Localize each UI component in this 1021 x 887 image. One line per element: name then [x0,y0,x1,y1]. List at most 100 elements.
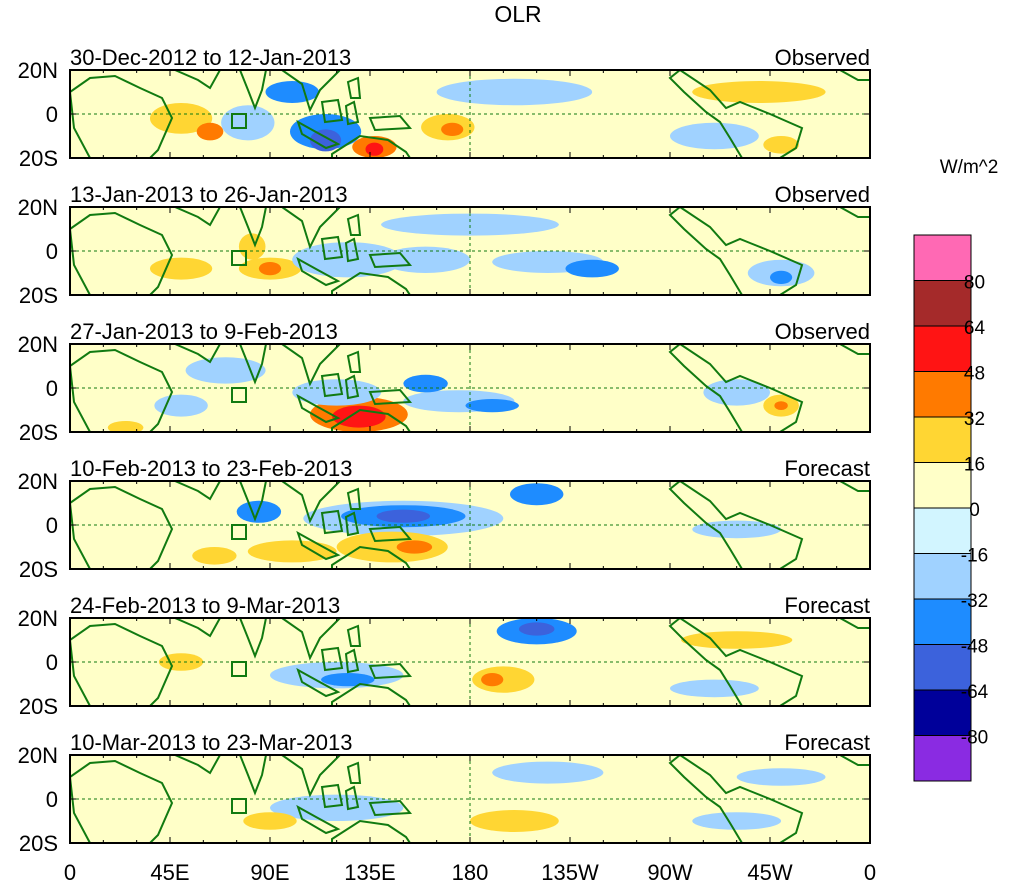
olr-anomaly-8 [365,142,384,156]
colorbar-box [913,553,972,600]
y-tick-label: 20S [19,557,58,582]
olr-anomaly-14 [763,136,799,154]
colorbar-label: 64 [964,318,986,339]
panel-2: 20N 0 20S 13-Jan-2013 to 26-Jan-2013 Observe… [18,182,871,308]
y-tick-label: 20N [18,469,58,494]
colorbar-label: 0 [969,500,980,521]
olr-anomaly-4 [332,405,386,428]
colorbar-label: 80 [964,273,985,294]
panel-4: 20N 0 20S 10-Feb-2013 to 23-Feb-2013 Forecas… [18,456,871,582]
olr-anomaly-6 [481,673,504,687]
olr-anomaly-10 [774,401,788,410]
panel-period: 10-Feb-2013 to 23-Feb-2013 [70,456,353,481]
x-tick-label: 90E [250,860,289,885]
olr-anomaly-4 [510,483,564,506]
olr-anomaly-11 [436,78,593,106]
colorbar-label: -32 [961,591,988,612]
olr-anomaly-2 [518,622,555,636]
olr-anomaly-3 [470,810,559,832]
panel-kind: Forecast [784,730,870,755]
colorbar-label: -48 [961,637,988,658]
x-tick-label: 90W [647,860,692,885]
olr-anomaly-5 [236,500,282,523]
panel-period: 13-Jan-2013 to 26-Jan-2013 [70,182,348,207]
olr-anomaly-3 [376,509,430,523]
panel-kind: Observed [775,319,870,344]
x-tick-label: 45W [747,860,792,885]
colorbar-label: -16 [961,546,988,567]
panel-1: 20N 0 20S 30-Dec-2012 to 12-Jan-2013 Observe… [18,45,871,171]
panel-5: 20N 0 20S 24-Feb-2013 to 9-Mar-2013 Forecast [18,593,871,719]
olr-anomaly-6 [736,768,826,786]
olr-anomaly-6 [381,246,470,273]
colorbar-label: -80 [961,728,988,749]
colorbar-label: 48 [964,364,985,385]
olr-anomaly-13 [670,122,759,150]
olr-anomaly-7 [158,653,204,671]
units-label: W/m^2 [940,157,999,178]
olr-anomaly-4 [265,81,319,103]
olr-anomaly-8 [565,259,619,278]
olr-anomaly-9 [670,679,759,698]
olr-anomaly-1 [185,357,266,384]
colorbar-label: 32 [964,409,985,430]
colorbar-box [913,371,972,418]
olr-anomaly-10 [441,122,464,136]
y-tick-label: 0 [46,102,58,127]
olr-anomaly-12 [692,81,826,103]
y-tick-label: 20S [19,283,58,308]
y-tick-label: 0 [46,787,58,812]
olr-anomaly-1 [492,761,604,784]
colorbar-box [913,462,972,509]
olr-anomaly-4 [243,812,297,830]
olr-anomaly-1 [150,257,213,280]
x-tick-label: 135E [344,860,395,885]
olr-anomaly-7 [396,540,433,554]
olr-anomaly-10 [770,270,793,284]
panel-period: 10-Mar-2013 to 23-Mar-2013 [70,730,352,755]
x-tick-label: 0 [64,860,76,885]
x-axis: 0 45E 90E 135E 180 135W 90W 45W 0 [64,860,876,885]
olr-anomaly-4 [321,673,375,687]
olr-anomaly-12 [107,421,144,432]
colorbar-box [913,234,972,281]
colorbar-box [913,416,972,463]
x-tick-label: 180 [452,860,489,885]
olr-anomaly-8 [403,374,448,393]
panel-period: 24-Feb-2013 to 9-Mar-2013 [70,593,340,618]
y-tick-label: 20S [19,694,58,719]
olr-anomaly-8 [247,540,337,563]
panel-3: 20N 0 20S 27-Jan-2013 to 9-Feb-2013 Observed [18,319,871,445]
olr-anomaly-7 [465,399,519,413]
panel-period: 27-Jan-2013 to 9-Feb-2013 [70,319,338,344]
x-tick-label: 135W [541,860,599,885]
olr-anomaly-11 [381,213,559,236]
panel-6: 20N 0 20S 10-Mar-2013 to 23-Mar-2013 Forecas… [18,730,871,856]
panel-kind: Observed [775,182,870,207]
x-tick-label: 0 [864,860,876,885]
y-tick-label: 20N [18,743,58,768]
panels: 20N 0 20S 30-Dec-2012 to 12-Jan-2013 Observe… [18,45,871,856]
y-tick-label: 20N [18,195,58,220]
y-tick-label: 0 [46,376,58,401]
colorbar-box [913,644,972,691]
olr-anomaly-4 [258,262,282,276]
chart-title: OLR [494,1,541,27]
y-tick-label: 20S [19,146,58,171]
olr-anomaly-2 [270,794,404,821]
y-tick-label: 20N [18,606,58,631]
y-tick-label: 20N [18,58,58,83]
colorbar-box [913,735,972,782]
olr-anomaly-6 [336,531,448,563]
panel-kind: Forecast [784,456,870,481]
panel-period: 30-Dec-2012 to 12-Jan-2013 [70,45,351,70]
y-tick-label: 0 [46,239,58,264]
y-tick-label: 0 [46,513,58,538]
olr-anomaly-9 [192,547,237,565]
olr-anomaly-1 [150,103,213,134]
olr-anomaly-5 [292,379,382,406]
y-tick-label: 20N [18,332,58,357]
colorbar-box [913,325,972,372]
colorbar: 80 64 48 32 16 0 -16 -32 -48 -64 -80 [913,234,989,782]
